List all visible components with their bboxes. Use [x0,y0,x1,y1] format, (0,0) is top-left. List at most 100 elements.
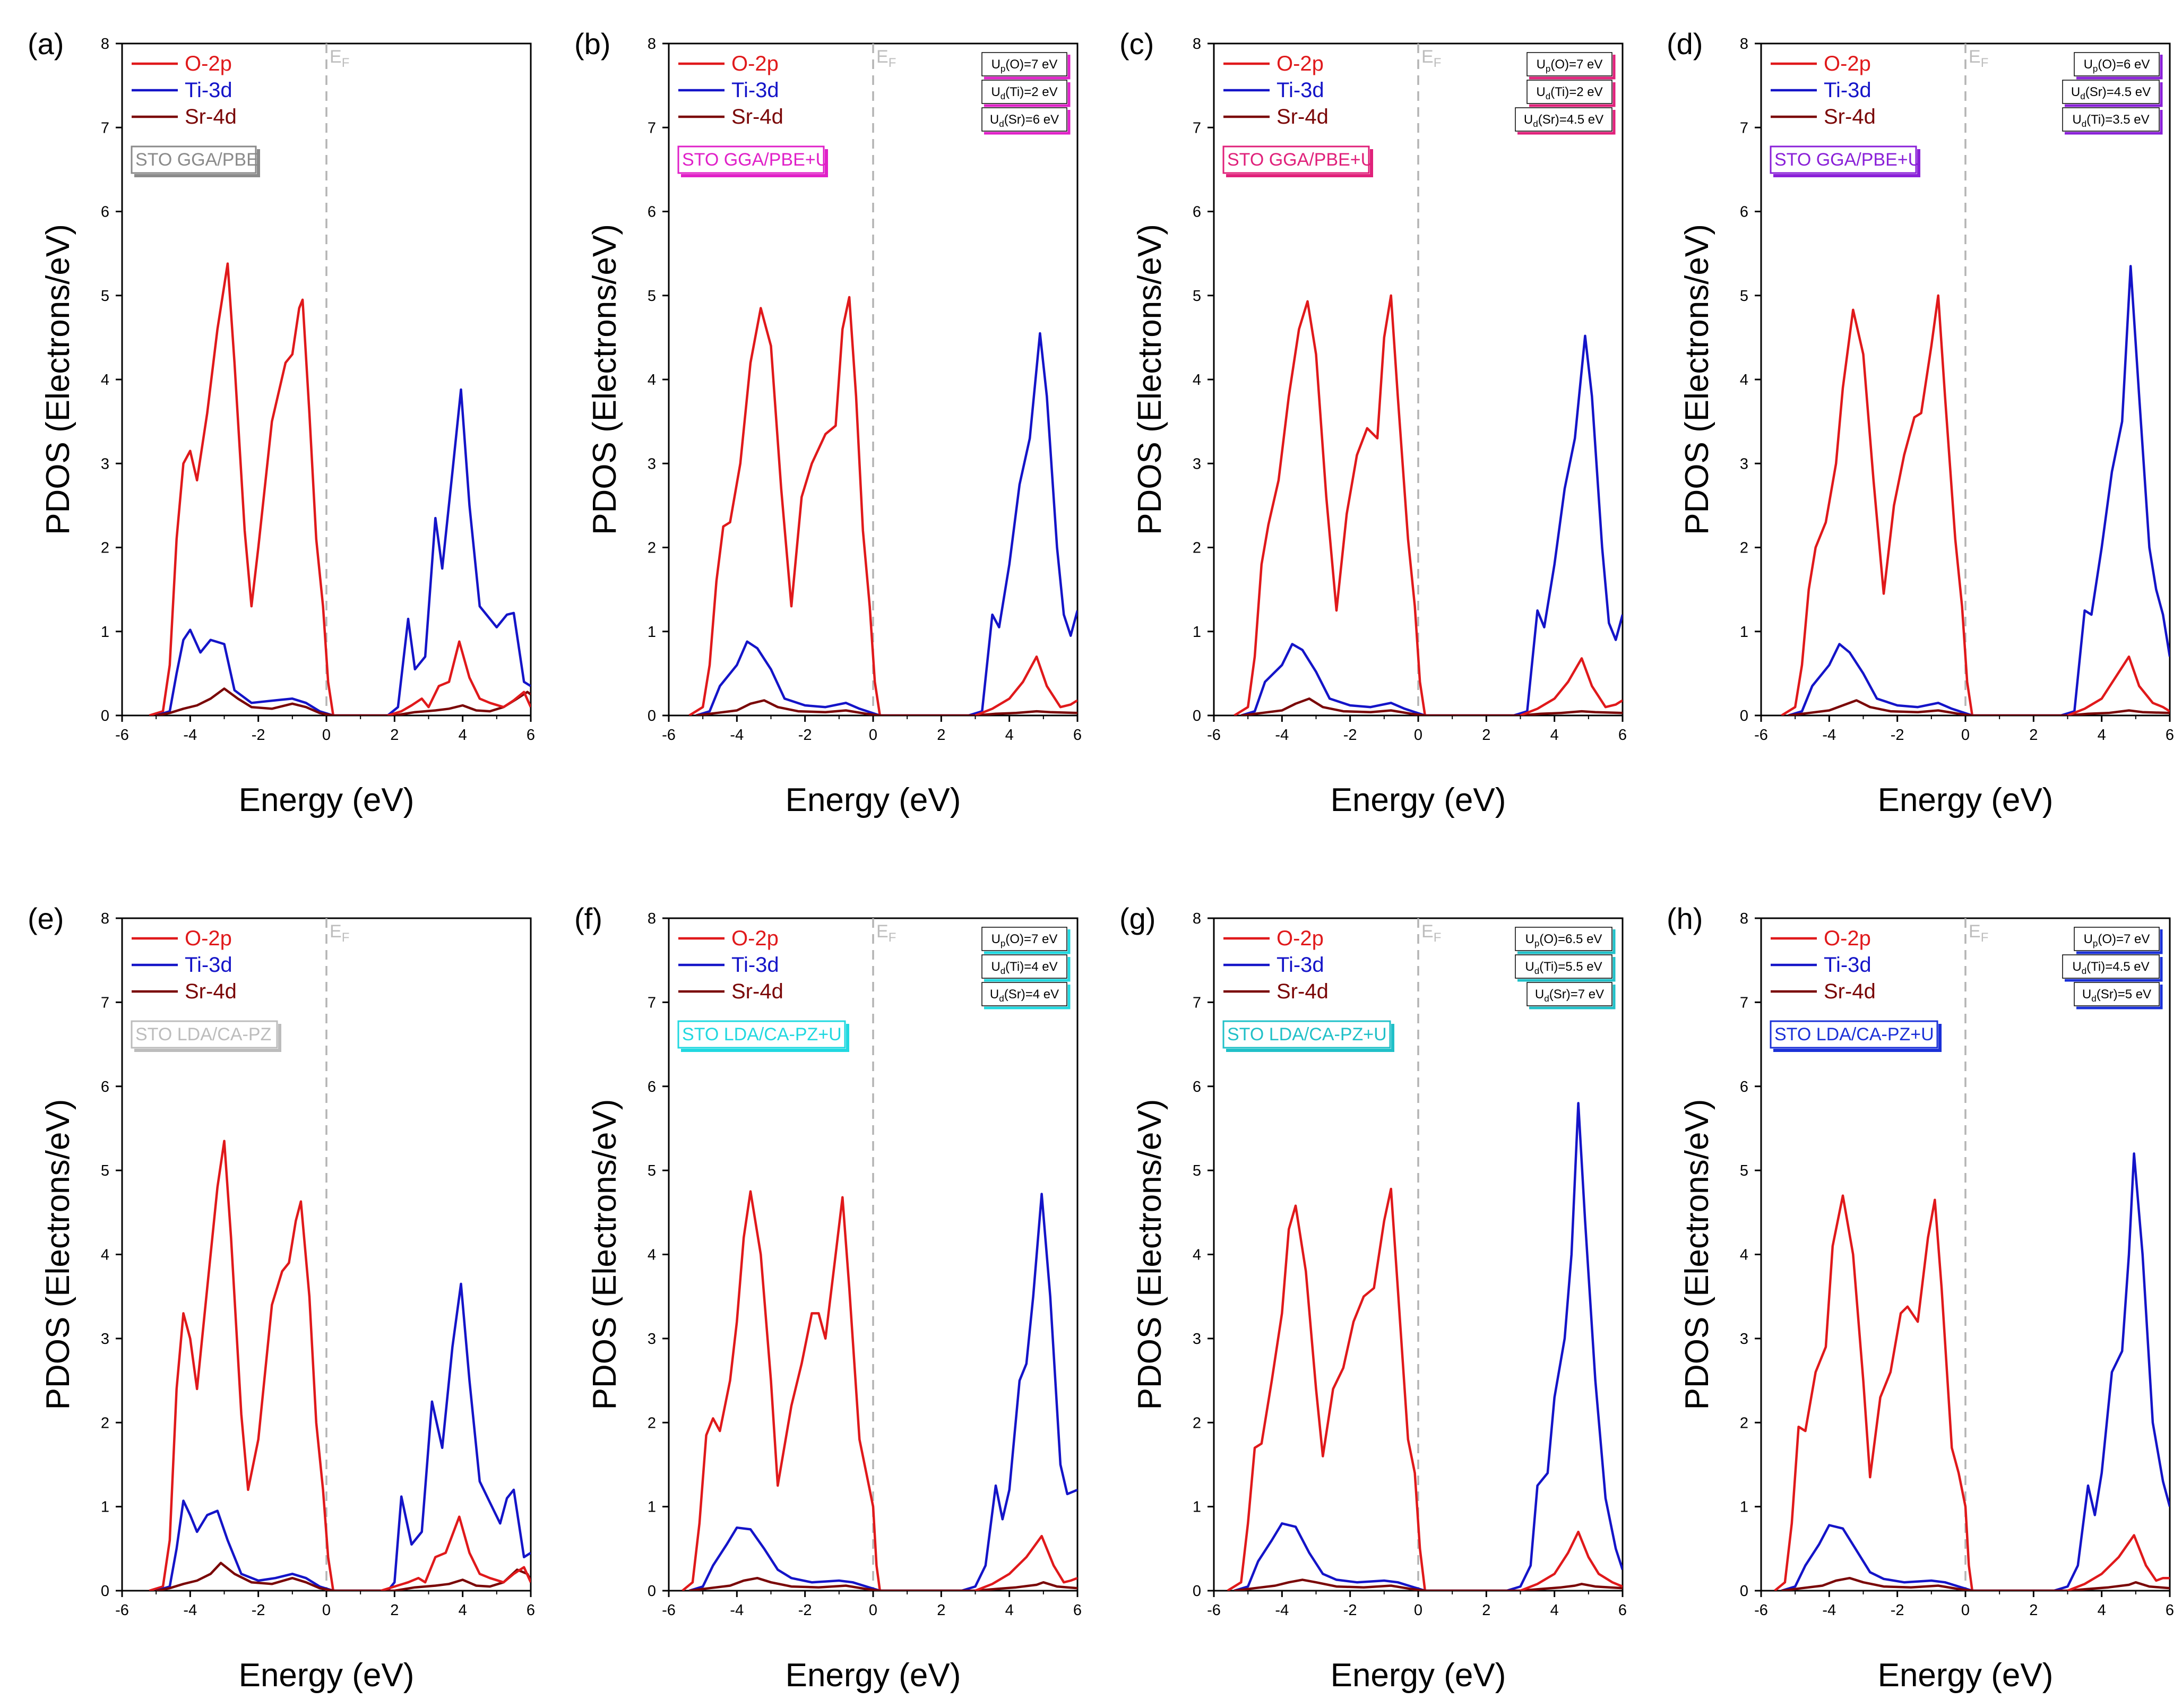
u-param-shadow [2076,929,2163,954]
y-tick-label: 8 [648,36,656,53]
y-tick-label: 7 [1193,119,1201,136]
y-tick-label: 3 [101,1331,109,1348]
panel-g: (g) -6 -4 -2 0 2 4 6 0 1 2 3 4 5 6 7 8 Energy (eV) PDOS (E… [1119,902,1627,1694]
x-axis-label: Energy (eV) [786,782,961,818]
y-tick-label: 1 [648,624,656,641]
series-line-o-2p [1227,1187,1427,1591]
y-tick-label: 1 [1740,1499,1748,1516]
series-line-o-2p [1781,294,1974,715]
y-axis-label: PDOS (Electrons/eV) [1679,1099,1715,1410]
u-param-shadow [984,110,1071,135]
u-param-text: Ud(Sr)=4 eV [990,987,1059,1004]
u-param-frame [2074,982,2160,1006]
x-tick-label: 2 [390,1602,399,1619]
y-axis-label: PDOS (Electrons/eV) [40,224,76,535]
method-tag-box [131,145,257,174]
x-tick-label: -4 [1275,1602,1289,1619]
series-group [149,1140,531,1591]
x-tick-label: 2 [390,727,399,744]
series-line-sr-4d [689,1576,1077,1591]
u-param-text: Ud(Ti)=4 eV [991,960,1057,976]
u-param-text: Ud(Sr)=4.5 eV [2071,85,2151,101]
u-param-shadow [1517,957,1616,982]
y-tick-label: 7 [1193,994,1201,1011]
x-tick-label: 0 [1414,1602,1422,1619]
x-tick-label: 4 [2098,727,2106,744]
x-tick-label: -6 [1207,1602,1221,1619]
u-param-shadow [984,82,1071,107]
y-tick-label: 7 [1740,119,1748,136]
legend-label-ti-3d: Ti-3d [1824,79,1871,102]
y-tick-label: 0 [1193,1583,1201,1600]
u-param-text: Up(O)=7 eV [1537,57,1603,74]
series-group [1781,265,2170,715]
x-tick-label: -4 [730,727,744,744]
u-param-text: Up(O)=7 eV [2084,932,2150,948]
y-tick-label: 6 [648,1079,656,1095]
x-tick-label: 2 [937,1602,945,1619]
series-line-ti-3d [688,1193,1077,1591]
method-tag: STO LDA/CA-PZ+U [1222,1020,1394,1052]
y-tick-label: 6 [1193,1079,1201,1095]
series-line-ti-3d [1234,1102,1623,1591]
y-tick-label: 5 [101,288,109,305]
x-tick-label: 4 [1005,1602,1014,1619]
panel-c: (c) -6 -4 -2 0 2 4 6 0 1 2 3 4 5 6 7 8 Energy (eV) PDOS (E… [1119,27,1627,818]
y-tick-label: 5 [648,288,656,305]
x-tick-label: 6 [1073,1602,1082,1619]
x-tick-label: -4 [730,1602,744,1619]
legend-label-ti-3d: Ti-3d [1824,953,1871,977]
legend-label-sr-4d: Sr-4d [1277,105,1329,128]
u-param-shadow [984,985,1071,1010]
x-tick-label: -6 [662,727,676,744]
legend-label-sr-4d: Sr-4d [1277,980,1329,1003]
x-tick-label: 4 [1550,1602,1559,1619]
panel-label: (a) [28,27,64,61]
legend-label-ti-3d: Ti-3d [1277,953,1324,977]
y-tick-label: 6 [1193,204,1201,221]
u-param-shadow [2065,82,2163,107]
method-tag-shadow [681,1024,849,1052]
panel-d: (d) -6 -4 -2 0 2 4 6 0 1 2 3 4 5 6 7 8 Energy (eV) PDOS (E… [1667,27,2174,818]
y-tick-label: 4 [648,1247,656,1264]
y-tick-label: 6 [1740,1079,1748,1095]
legend-label-o-2p: O-2p [1277,52,1324,75]
y-tick-label: 7 [648,119,656,136]
u-param-text: Ud(Sr)=5 eV [2082,987,2151,1004]
series-line-sr-4d [1234,1578,1623,1591]
u-param-text: Ud(Sr)=7 eV [1535,987,1604,1004]
y-tick-label: 1 [1740,624,1748,641]
y-tick-label: 5 [101,1162,109,1179]
y-tick-label: 0 [648,708,656,724]
u-param-shadow [1517,110,1616,135]
series-line-o-2p [2067,655,2170,715]
y-tick-label: 4 [1740,1247,1748,1264]
y-tick-label: 8 [1740,36,1748,53]
y-tick-label: 6 [648,204,656,221]
panel-label: (g) [1119,902,1155,935]
y-tick-label: 2 [1193,1414,1201,1431]
y-tick-label: 3 [1193,455,1201,472]
x-tick-label: -2 [1343,1602,1357,1619]
panel-label: (h) [1667,902,1703,935]
y-tick-label: 3 [1740,455,1748,472]
fermi-level-label: EF [330,47,349,70]
x-tick-label: 2 [1482,1602,1490,1619]
u-param-text: Up(O)=6 eV [2084,57,2150,74]
series-line-ti-3d [156,1282,531,1591]
y-tick-label: 7 [101,119,109,136]
x-tick-label: -6 [1207,727,1221,744]
u-param-text: Ud(Ti)=2 eV [1536,85,1602,101]
u-param-box: Up(O)=7 eV [2074,927,2163,954]
y-axis-label: PDOS (Electrons/eV) [1132,1099,1168,1410]
panel-e: (e) -6 -4 -2 0 2 4 6 0 1 2 3 4 5 6 7 8 Energy (eV) PDOS (E… [28,902,535,1694]
y-tick-label: 2 [1740,540,1748,557]
method-tag-shadow [681,149,828,177]
y-axis-label: PDOS (Electrons/eV) [587,224,623,535]
u-param-shadow [2076,985,2163,1010]
y-tick-label: 2 [1193,540,1201,557]
y-tick-label: 4 [648,372,656,389]
y-axis-label: PDOS (Electrons/eV) [1679,224,1715,535]
y-tick-label: 5 [1193,1162,1201,1179]
